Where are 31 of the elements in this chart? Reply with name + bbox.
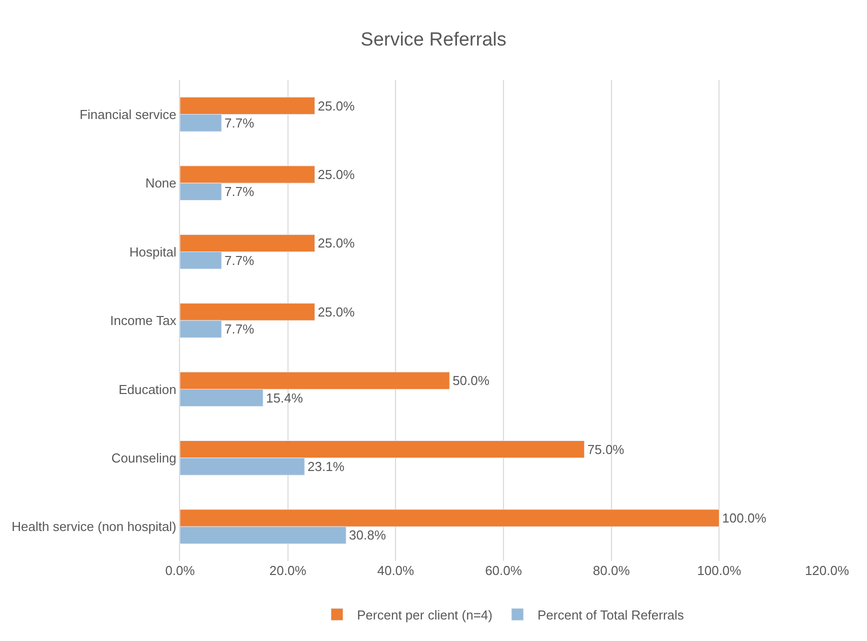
chart-title: Service Referrals: [360, 29, 506, 50]
y-tick-label: Financial service: [80, 106, 176, 122]
data-label: 15.4%: [266, 390, 304, 406]
data-label: 7.7%: [224, 252, 255, 268]
x-tick-label: 0.0%: [165, 563, 196, 578]
data-label: 7.7%: [224, 322, 255, 337]
x-tick-label: 100.0%: [697, 563, 742, 578]
x-tick-label: 40.0%: [377, 563, 415, 578]
data-label: 23.1%: [308, 459, 345, 474]
data-label: 25.0%: [318, 98, 356, 114]
x-tick-label: 80.0%: [592, 563, 630, 578]
y-tick-label: Health service (non hospital): [12, 519, 176, 534]
x-tick-label: 20.0%: [269, 563, 307, 578]
data-label: 30.8%: [349, 528, 386, 543]
data-label: 25.0%: [318, 304, 356, 320]
y-tick-label: Education: [118, 382, 176, 397]
legend-label: Percent per client (n=4): [357, 608, 492, 622]
x-tick-label: 60.0%: [485, 563, 522, 578]
y-tick-label: Hospital: [129, 244, 177, 260]
y-tick-label: Income Tax: [110, 313, 177, 328]
data-label: 50.0%: [452, 373, 490, 388]
data-label: 25.0%: [318, 236, 356, 251]
y-tick-label: None: [145, 176, 176, 191]
data-label: 7.7%: [224, 184, 255, 200]
data-label: 100.0%: [722, 510, 767, 526]
data-label: 25.0%: [318, 166, 356, 182]
data-label: 7.7%: [224, 115, 255, 130]
x-tick-label: 120.0%: [804, 563, 850, 578]
data-label: 75.0%: [587, 442, 625, 457]
y-tick-label: Counseling: [111, 450, 176, 466]
legend-label: Percent of Total Referrals: [537, 608, 684, 622]
